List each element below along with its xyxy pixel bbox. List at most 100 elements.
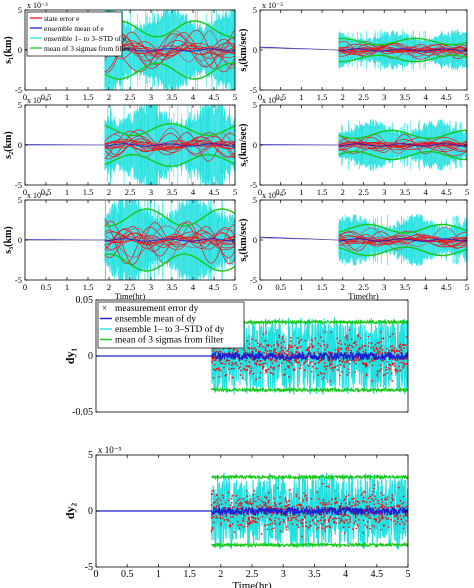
measurement-point <box>362 519 365 522</box>
measurement-point <box>266 369 268 371</box>
measurement-point <box>335 348 337 351</box>
measurement-point <box>380 529 382 531</box>
measurement-point <box>270 514 273 517</box>
x-tick-label: 0.5 <box>41 187 52 197</box>
measurement-point <box>232 367 235 370</box>
measurement-point <box>372 348 375 351</box>
measurement-point <box>288 346 290 349</box>
measurement-point <box>322 501 325 504</box>
measurement-point <box>379 347 381 350</box>
measurement-point <box>264 503 267 505</box>
measurement-point <box>322 340 325 343</box>
measurement-point <box>352 342 355 344</box>
measurement-point <box>380 503 382 506</box>
measurement-point <box>303 362 305 365</box>
measurement-point <box>261 515 264 518</box>
measurement-point <box>261 367 264 370</box>
measurement-point <box>226 352 228 355</box>
measurement-point <box>273 527 275 530</box>
measurement-point <box>365 365 367 368</box>
measurement-point <box>263 504 265 507</box>
measurement-point <box>230 502 233 504</box>
measurement-point <box>322 499 325 501</box>
measurement-point <box>216 504 218 507</box>
measurement-point <box>347 347 350 350</box>
measurement-point <box>393 520 396 523</box>
measurement-point <box>326 485 328 488</box>
y-tick-label: 5 <box>18 195 22 205</box>
measurement-point <box>343 521 346 524</box>
x-tick-label: 0.5 <box>121 569 134 580</box>
measurement-point <box>299 521 302 523</box>
measurement-point <box>243 526 246 528</box>
y-tick-label: -5 <box>15 85 22 95</box>
state-error-line <box>338 136 467 151</box>
measurement-point <box>405 514 408 516</box>
measurement-point <box>369 495 372 498</box>
measurement-point <box>229 504 232 507</box>
chart-panel-5: 0 0.5 1 1.5 2 2.5 3 3.5 4 4.5 550-5x 10⁻³s₃(km)Tim… <box>3 191 237 301</box>
x-tick-label: 4 <box>191 92 196 102</box>
measurement-point <box>281 362 283 364</box>
measurement-point <box>288 366 290 369</box>
measurement-point <box>393 365 396 367</box>
measurement-point <box>385 369 388 371</box>
measurement-point <box>317 374 320 376</box>
measurement-point <box>324 530 327 532</box>
measurement-point <box>364 524 367 527</box>
measurement-point <box>211 528 214 531</box>
measurement-point <box>403 362 405 365</box>
measurement-point <box>282 519 285 521</box>
measurement-point <box>264 369 267 372</box>
measurement-point <box>285 504 288 507</box>
x-tick-label: 2 <box>107 92 111 102</box>
measurement-point <box>400 518 403 520</box>
measurement-point <box>357 335 360 338</box>
measurement-point <box>330 367 332 370</box>
y-tick-label: 0 <box>18 45 22 55</box>
measurement-point <box>347 368 350 371</box>
x-tick-label: 2 <box>341 282 345 292</box>
measurement-point <box>273 359 276 362</box>
measurement-point <box>259 504 261 506</box>
sigma-envelope <box>104 123 235 136</box>
measurement-point <box>212 489 214 492</box>
measurement-point <box>232 363 235 365</box>
measurement-point <box>297 519 300 522</box>
x-tick-label: 3 <box>281 569 286 580</box>
x-tick-label: 2.5 <box>358 187 369 197</box>
measurement-point <box>256 342 259 345</box>
measurement-point <box>380 516 383 518</box>
measurement-point <box>301 535 303 538</box>
measurement-point <box>275 504 277 507</box>
measurement-point <box>252 502 254 505</box>
measurement-point <box>250 516 253 519</box>
measurement-point <box>295 518 298 521</box>
measurement-point <box>228 359 231 362</box>
measurement-point <box>307 526 310 529</box>
measurement-point <box>365 501 368 504</box>
measurement-point <box>240 362 242 365</box>
measurement-point <box>290 351 293 354</box>
x-tick-label: 1 <box>65 282 69 292</box>
measurement-point <box>302 507 304 510</box>
measurement-point <box>251 521 253 524</box>
plot-area <box>25 200 235 280</box>
exponent-label: x 10⁻⁵ <box>262 96 283 105</box>
x-tick-label: 3.5 <box>400 92 411 102</box>
measurement-point <box>306 497 308 500</box>
measurement-point <box>245 490 248 492</box>
measurement-point <box>274 522 277 525</box>
x-axis-label: Time(hr) <box>115 291 146 301</box>
measurement-point <box>340 357 342 360</box>
measurement-point <box>290 361 293 364</box>
measurement-point <box>298 340 301 343</box>
measurement-point <box>350 359 353 362</box>
measurement-point <box>379 506 382 509</box>
measurement-point <box>239 374 242 376</box>
measurement-point <box>362 496 365 499</box>
x-tick-label: 0 <box>258 282 262 292</box>
measurement-point <box>317 361 320 364</box>
measurement-point <box>259 376 261 379</box>
